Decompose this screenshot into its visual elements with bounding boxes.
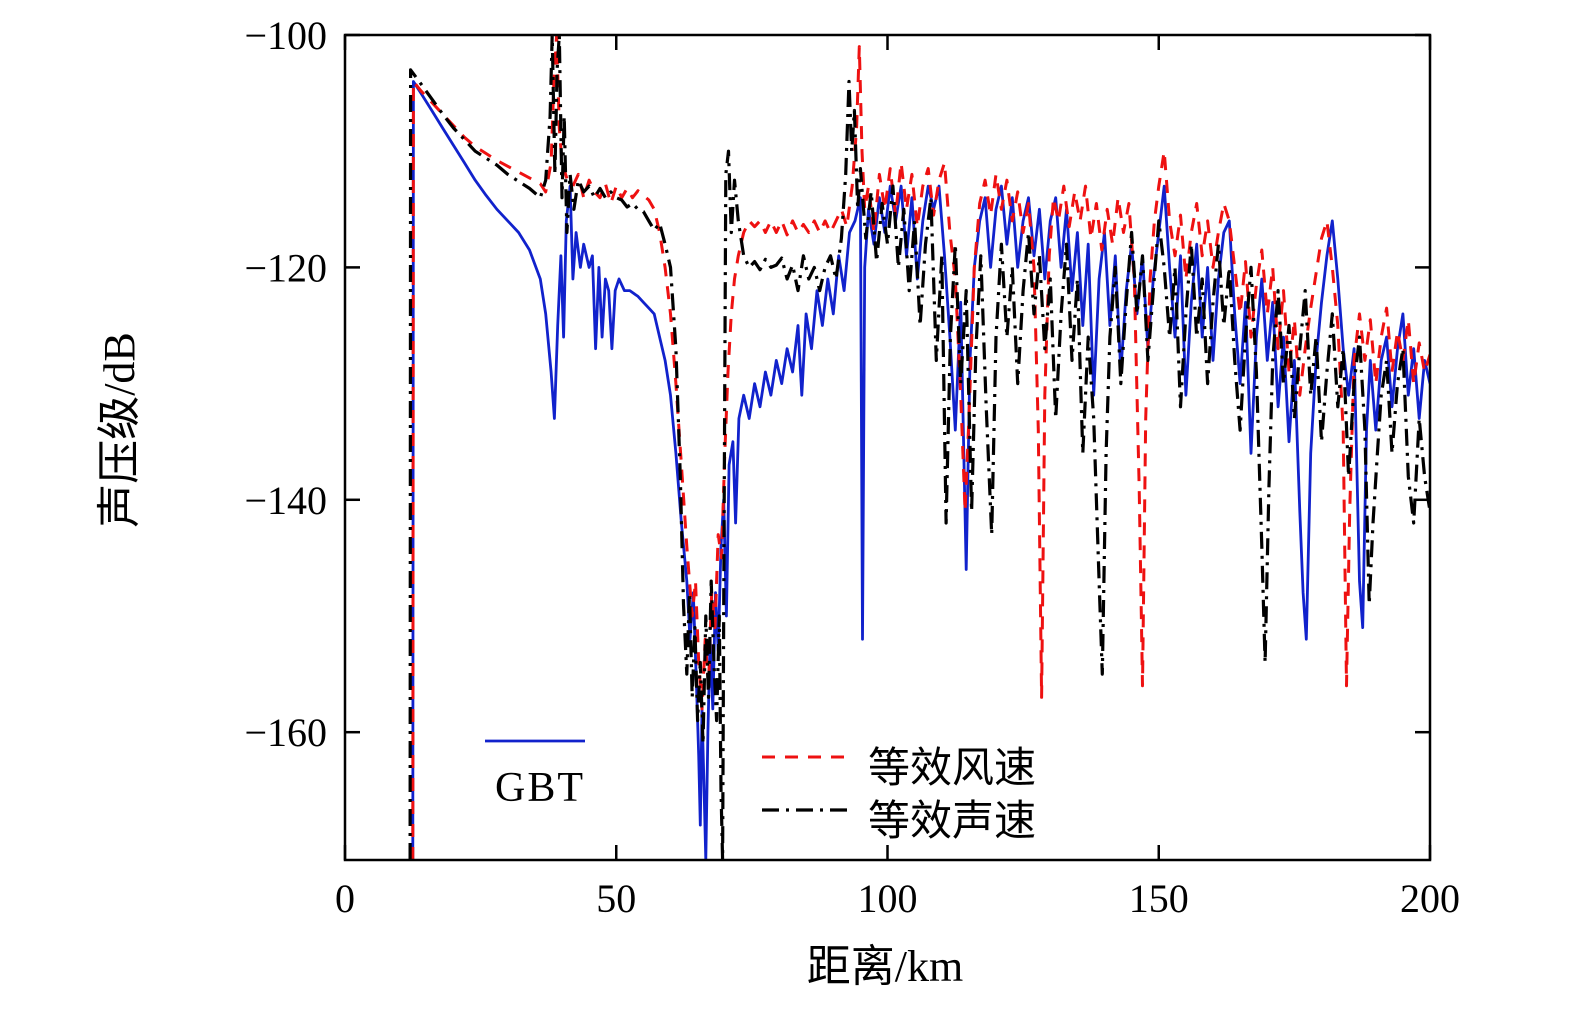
x-tick-label: 150 xyxy=(1129,876,1189,921)
x-tick-label: 50 xyxy=(596,876,636,921)
plot-frame xyxy=(343,33,1432,862)
legend-label-sound: 等效声速 xyxy=(868,799,1037,845)
x-axis-label: 距离/km xyxy=(806,942,964,991)
legend-label-wind: 等效风速 xyxy=(868,746,1037,792)
y-axis-label: 声压级/dB xyxy=(95,332,144,528)
x-tick-label: 200 xyxy=(1400,876,1460,921)
y-tick-label: −100 xyxy=(244,13,327,58)
series-line-1 xyxy=(411,35,1430,860)
y-tick-label: −160 xyxy=(244,710,327,755)
x-tick-label: 0 xyxy=(335,876,355,921)
y-tick-label: −140 xyxy=(244,478,327,523)
series-line-2 xyxy=(408,35,1430,860)
x-tick-label: 100 xyxy=(858,876,918,921)
legend-label-gbt: GBT xyxy=(495,765,585,811)
y-tick-label: −120 xyxy=(244,245,327,290)
